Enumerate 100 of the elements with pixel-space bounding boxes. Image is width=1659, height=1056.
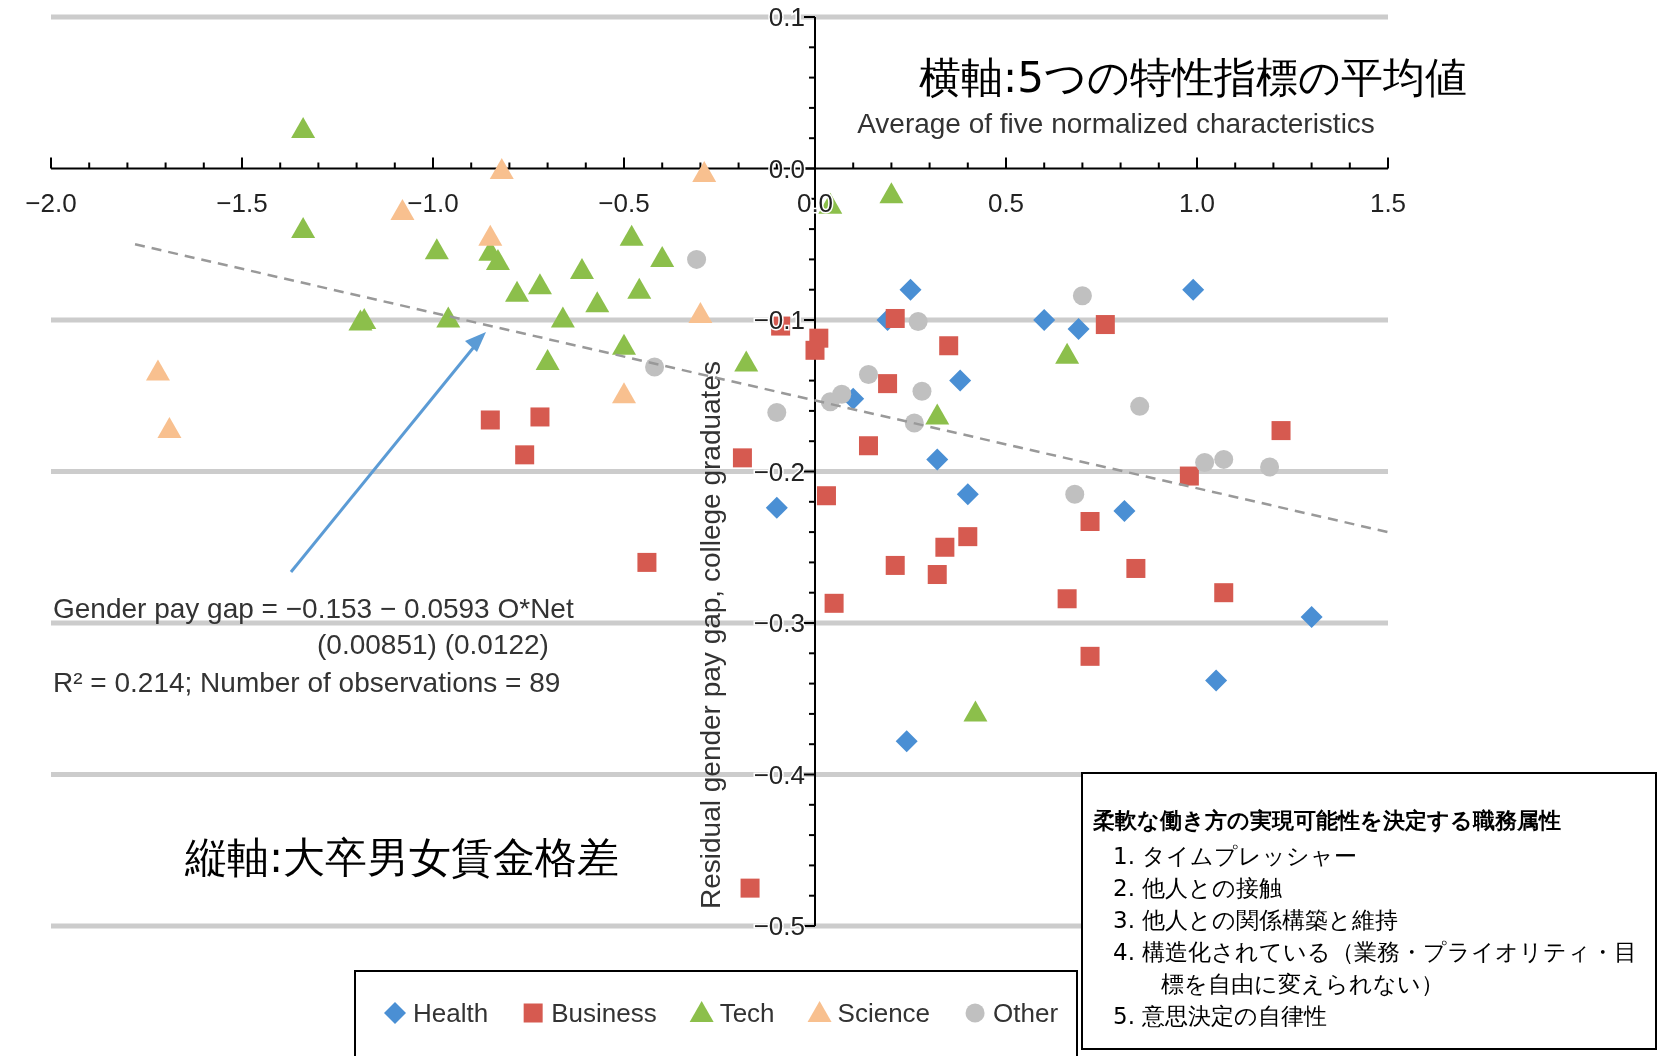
annotation: 柔軟な働き方の実現可能性を決定する職務属性 bbox=[1093, 807, 1562, 835]
point bbox=[515, 445, 535, 465]
point bbox=[1182, 278, 1205, 301]
annotation: R² = 0.214; Number of observations = 89 bbox=[53, 667, 561, 698]
point bbox=[912, 381, 932, 401]
point bbox=[637, 552, 657, 572]
point bbox=[1113, 499, 1136, 522]
point bbox=[424, 238, 449, 260]
legend-label: Other bbox=[993, 998, 1059, 1028]
point bbox=[816, 486, 836, 506]
point bbox=[688, 301, 713, 323]
point bbox=[1260, 457, 1280, 477]
legend-label: Health bbox=[413, 998, 489, 1028]
point bbox=[1214, 583, 1234, 603]
y-axis-title: Residual gender pay gap, college graduates bbox=[695, 361, 726, 909]
point bbox=[650, 245, 675, 267]
y-tick-label: −0.2 bbox=[753, 456, 805, 487]
y-tick-label: −0.4 bbox=[753, 759, 805, 790]
point bbox=[612, 333, 636, 355]
point bbox=[436, 306, 461, 328]
legend-label: Business bbox=[551, 998, 657, 1028]
x-axis-title: Average of five normalized characteristics bbox=[857, 108, 1375, 139]
point bbox=[1126, 558, 1146, 578]
point bbox=[585, 291, 610, 313]
x-tick-label: −2.0 bbox=[25, 187, 77, 218]
point bbox=[1080, 646, 1100, 666]
annotation: 縦軸:大卒男女賃金格差 bbox=[183, 833, 620, 882]
point bbox=[908, 312, 928, 332]
point bbox=[927, 565, 947, 585]
annotation: (0.00851) (0.0122) bbox=[317, 629, 549, 660]
point bbox=[858, 436, 878, 456]
point bbox=[949, 369, 972, 392]
point bbox=[1205, 669, 1228, 692]
point bbox=[527, 273, 552, 295]
point bbox=[958, 527, 978, 547]
point bbox=[734, 350, 759, 372]
point bbox=[1130, 396, 1150, 416]
annotation: 3. 他人との関係構築と維持 bbox=[1113, 906, 1400, 935]
annotation: 1. タイムプレッシャー bbox=[1113, 842, 1359, 871]
point bbox=[879, 182, 904, 204]
point bbox=[687, 249, 707, 269]
point bbox=[480, 410, 500, 430]
point bbox=[1055, 342, 1080, 364]
annotation: 2. 他人との接触 bbox=[1113, 874, 1284, 903]
point bbox=[1072, 286, 1092, 306]
annotation: 横軸:5つの特性指標の平均値 bbox=[919, 53, 1467, 102]
point bbox=[1080, 512, 1100, 531]
point bbox=[956, 483, 979, 506]
point bbox=[291, 217, 316, 239]
x-tick-label: −0.5 bbox=[598, 187, 650, 218]
x-tick-label: 1.0 bbox=[1178, 187, 1216, 218]
point bbox=[1057, 589, 1077, 609]
point bbox=[939, 336, 959, 356]
point bbox=[935, 537, 955, 557]
point bbox=[612, 382, 636, 404]
point bbox=[963, 700, 988, 722]
point bbox=[1300, 605, 1323, 628]
point bbox=[1065, 484, 1085, 504]
point bbox=[478, 224, 503, 246]
point bbox=[858, 365, 878, 385]
point bbox=[740, 878, 760, 898]
point bbox=[569, 258, 594, 280]
y-tick-label: 0.1 bbox=[768, 2, 805, 32]
point bbox=[1179, 466, 1199, 486]
point bbox=[627, 277, 652, 299]
x-tick-label: 1.5 bbox=[1369, 187, 1407, 218]
point bbox=[291, 117, 316, 139]
point bbox=[1067, 318, 1090, 341]
point bbox=[765, 496, 788, 519]
point bbox=[145, 359, 170, 381]
point bbox=[732, 448, 752, 468]
point bbox=[926, 448, 949, 471]
point bbox=[878, 374, 898, 394]
point bbox=[824, 593, 844, 613]
point bbox=[619, 224, 644, 246]
point bbox=[885, 308, 905, 328]
x-tick-label: −1.0 bbox=[407, 187, 459, 218]
annotation: Gender pay gap = −0.153 − 0.0593 O*Net bbox=[53, 593, 574, 624]
text: 4. 構造化されている（業務・プライオリティ・目標を自由に変えられない） bbox=[1113, 939, 1638, 997]
y-tick-label: −0.3 bbox=[753, 608, 805, 638]
point bbox=[550, 306, 575, 328]
y-tick-label: −0.1 bbox=[753, 305, 805, 335]
point bbox=[899, 278, 922, 301]
point bbox=[1214, 449, 1234, 469]
point bbox=[505, 280, 530, 302]
point bbox=[1095, 315, 1115, 335]
point bbox=[157, 417, 182, 439]
text: 5. 意思決定の自律性 bbox=[1113, 1003, 1328, 1029]
point bbox=[1033, 309, 1056, 331]
point bbox=[885, 555, 905, 575]
y-tick-label: −0.5 bbox=[753, 911, 805, 941]
point bbox=[805, 340, 825, 360]
point bbox=[1271, 421, 1291, 441]
legend-label: Science bbox=[837, 998, 931, 1028]
point bbox=[530, 407, 550, 427]
x-tick-label: 0.5 bbox=[987, 187, 1025, 218]
point bbox=[767, 402, 787, 422]
point bbox=[1195, 452, 1215, 472]
point bbox=[895, 730, 918, 753]
point bbox=[489, 158, 514, 180]
